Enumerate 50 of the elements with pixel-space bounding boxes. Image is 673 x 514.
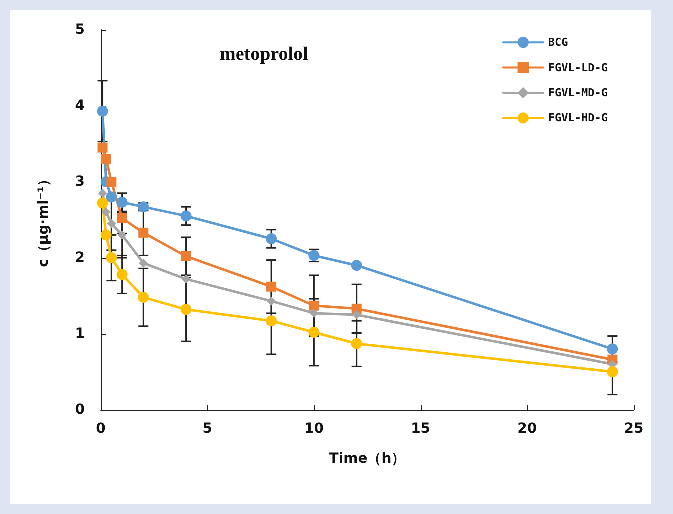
point bbox=[97, 198, 108, 209]
x-tick-label: 10 bbox=[304, 421, 324, 437]
x-tick-label: 0 bbox=[96, 421, 106, 437]
point bbox=[106, 192, 118, 203]
point bbox=[100, 230, 112, 241]
point bbox=[117, 213, 128, 224]
x-tick-label: 20 bbox=[518, 421, 538, 437]
point bbox=[139, 258, 148, 268]
point bbox=[106, 177, 117, 187]
point bbox=[98, 188, 108, 198]
point bbox=[116, 197, 128, 208]
point bbox=[266, 234, 278, 244]
y-tick-label: 1 bbox=[75, 326, 85, 342]
legend-label: FGVL-LD-G bbox=[548, 61, 608, 74]
point bbox=[97, 106, 108, 117]
point bbox=[138, 292, 150, 304]
point bbox=[180, 304, 192, 316]
point bbox=[607, 366, 618, 378]
point bbox=[102, 208, 111, 217]
x-tick-label: 25 bbox=[624, 421, 644, 437]
point bbox=[138, 228, 149, 238]
legend-label: FGVL-MD-G bbox=[548, 86, 608, 100]
point bbox=[182, 274, 191, 284]
point bbox=[181, 251, 192, 262]
point bbox=[308, 326, 320, 338]
point bbox=[98, 142, 108, 153]
point bbox=[101, 154, 112, 164]
x-axis-title: Time（h） bbox=[329, 451, 406, 467]
point bbox=[266, 316, 278, 327]
y-tick-label: 5 bbox=[75, 22, 85, 38]
x-tick-label: 15 bbox=[411, 421, 431, 437]
x-tick-label: 5 bbox=[202, 421, 212, 437]
text: metoprolol bbox=[220, 44, 308, 65]
point bbox=[180, 210, 192, 222]
point bbox=[607, 344, 618, 355]
y-tick-label: 0 bbox=[75, 402, 86, 418]
y-tick-label: 2 bbox=[75, 250, 85, 266]
y-axis-title: c（μg·ml⁻¹） bbox=[36, 172, 52, 268]
point bbox=[309, 300, 320, 311]
point bbox=[351, 338, 362, 350]
legend-label: FGVL-HD-G bbox=[548, 112, 608, 125]
point bbox=[107, 219, 116, 228]
point bbox=[351, 260, 362, 272]
point bbox=[106, 252, 118, 264]
y-tick-label: 3 bbox=[75, 174, 85, 190]
y-tick-label: 4 bbox=[75, 98, 86, 114]
legend-label: BCG bbox=[548, 36, 569, 50]
point bbox=[267, 296, 276, 306]
point bbox=[266, 282, 277, 292]
point bbox=[116, 269, 128, 280]
